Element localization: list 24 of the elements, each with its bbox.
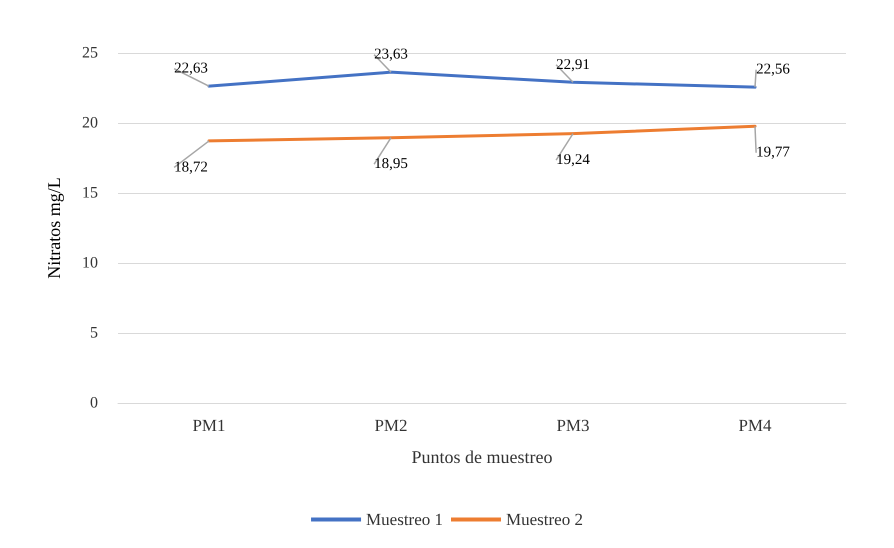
data-label: 22,56 [756,62,790,78]
data-label: 22,91 [556,56,590,73]
legend-label: Muestreo 2 [506,510,583,529]
legend-label: Muestreo 1 [366,510,444,529]
x-tick-label: PM4 [738,416,772,435]
data-label: 19,24 [556,152,590,168]
x-axis-title: Puntos de muestreo [412,447,552,467]
data-label: 23,63 [374,46,408,63]
data-label: 18,72 [174,159,208,176]
y-tick-label: 5 [90,324,98,342]
line-series [208,124,756,142]
y-tick-label: 20 [82,114,98,132]
data-label: 22,63 [174,60,208,77]
line-series [208,70,756,89]
y-tick-label: 0 [90,394,98,412]
y-tick-label: 10 [82,254,98,272]
x-tick-label: PM1 [192,416,226,435]
data-label: 18,95 [374,156,408,172]
y-tick-label: 25 [82,44,98,62]
x-tick-label: PM3 [556,416,590,435]
x-tick-label: PM2 [374,416,408,435]
y-axis-title: Nitratos mg/L [44,177,64,279]
y-tick-label: 15 [82,184,98,202]
data-label: 19,77 [756,144,790,161]
